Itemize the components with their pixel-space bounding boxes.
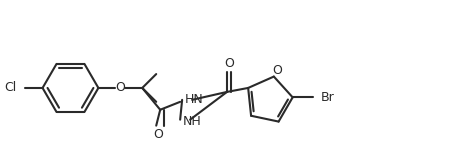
Text: Br: Br <box>321 91 334 104</box>
Text: NH: NH <box>183 115 202 128</box>
Text: HN: HN <box>185 93 204 106</box>
Text: O: O <box>272 64 282 77</box>
Text: O: O <box>116 82 125 94</box>
Text: O: O <box>153 128 163 141</box>
Text: Cl: Cl <box>5 82 17 94</box>
Text: O: O <box>224 57 234 70</box>
